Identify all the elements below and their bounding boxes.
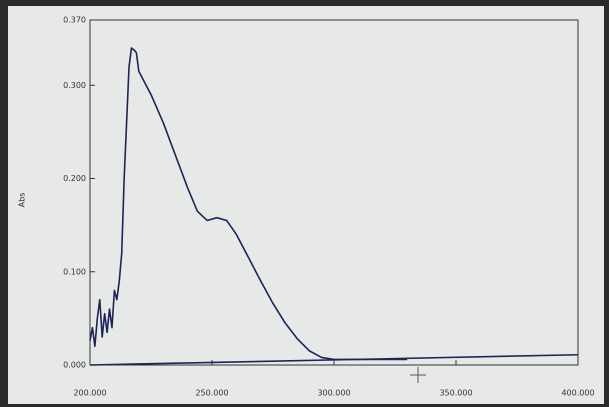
data-line: [89, 47, 408, 361]
y-tick-label: 0.200: [63, 174, 86, 183]
x-tick-label: 400.000: [561, 389, 594, 398]
y-tick-label: 0.100: [63, 267, 86, 276]
data-line: [89, 353, 579, 366]
y-axis-label: Abs: [18, 193, 27, 208]
x-tick-label: 300.000: [317, 389, 350, 398]
x-tick-label: 200.000: [73, 389, 106, 398]
screen: [8, 6, 604, 404]
x-tick-label: 350.000: [439, 389, 472, 398]
x-tick-label: 250.000: [195, 389, 228, 398]
y-tick-label: 0.000: [63, 361, 86, 370]
y-tick-label: 0.300: [63, 81, 86, 90]
cursor: [410, 367, 426, 383]
y-tick-label: 0.370: [63, 16, 86, 25]
